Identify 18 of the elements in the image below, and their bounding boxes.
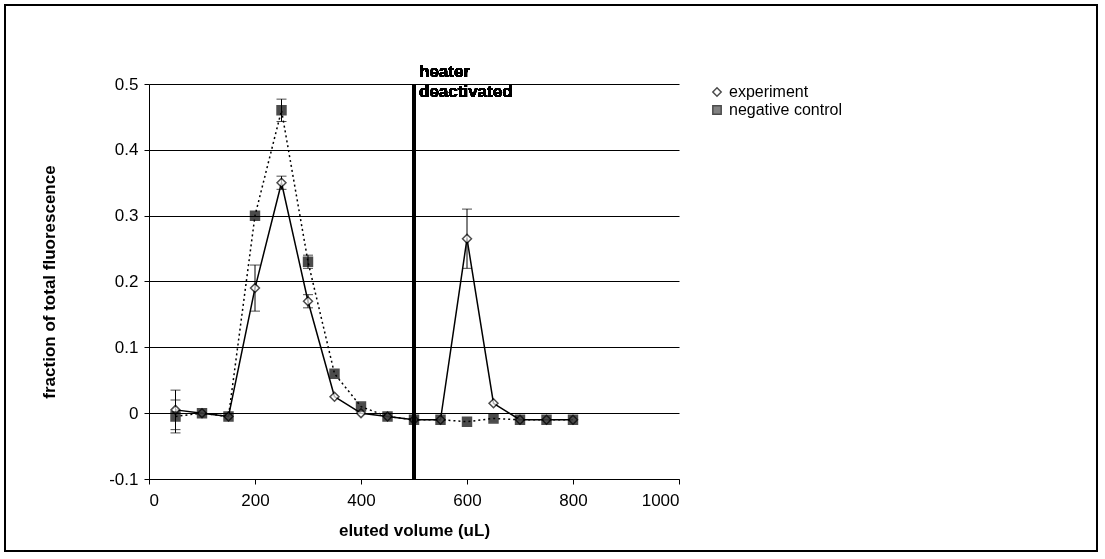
y-tick-label: 0.1 <box>114 337 139 357</box>
x-tick-label: 600 <box>453 490 482 510</box>
legend-label: experiment <box>729 83 809 100</box>
x-tick-label: 200 <box>241 490 270 510</box>
y-axis-title: fraction of total fluorescence <box>40 165 60 399</box>
legend-label: negative control <box>729 101 842 118</box>
y-tick-label: 0.3 <box>114 206 139 226</box>
x-tick-label: 0 <box>149 490 159 510</box>
x-tick-label: 800 <box>559 490 588 510</box>
y-tick-label: -0.1 <box>109 469 139 489</box>
y-tick-label: 0.4 <box>114 140 139 160</box>
x-tick-label: 1000 <box>641 490 680 510</box>
y-tick-label: 0.2 <box>114 272 139 291</box>
x-tick-label: 400 <box>347 490 376 510</box>
y-tick-label: 0.5 <box>114 74 139 94</box>
ref-line-label: heater deactivated <box>419 62 513 101</box>
x-axis-title: eluted volume (uL) <box>338 520 491 540</box>
y-tick-label: 0 <box>129 403 139 423</box>
